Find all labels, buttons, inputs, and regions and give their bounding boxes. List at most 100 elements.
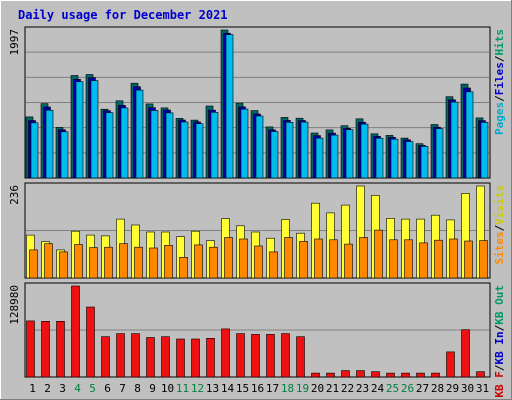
bar-bottom-kb-f-5 [86, 306, 95, 378]
bar-top-pages-10 [165, 112, 174, 179]
bar-bottom-kb-f-7 [116, 333, 125, 378]
bar-top-pages-17 [270, 131, 279, 179]
bar-bottom-kb-f-14 [221, 328, 230, 378]
bar-middle-sites-8 [134, 246, 143, 279]
x-tick-label-18: 18 [281, 382, 294, 395]
bar-middle-sites-6 [104, 246, 113, 279]
legend-item-top-1: / [493, 95, 506, 102]
bar-top-pages-23 [360, 123, 369, 179]
bar-top-pages-31 [480, 122, 489, 179]
bar-top-pages-16 [255, 115, 264, 179]
bar-top-pages-28 [435, 128, 444, 179]
bar-top-pages-9 [150, 110, 159, 179]
legend-item-middle-2: Visits [493, 185, 506, 225]
bar-middle-sites-29 [449, 238, 458, 279]
bar-top-pages-27 [420, 146, 429, 179]
legend-item-middle-0: Sites [493, 231, 506, 264]
bar-middle-sites-22 [344, 243, 353, 279]
bar-top-pages-1 [30, 122, 39, 179]
bar-middle-sites-31 [479, 240, 488, 279]
bar-top-pages-24 [375, 137, 384, 179]
bar-bottom-kb-f-24 [371, 371, 380, 378]
bar-top-pages-22 [345, 129, 354, 179]
x-tick-label-25: 25 [386, 382, 399, 395]
bar-top-pages-30 [465, 91, 474, 179]
bar-middle-sites-23 [359, 237, 368, 279]
bar-middle-sites-9 [149, 247, 158, 279]
bar-middle-sites-10 [164, 245, 173, 279]
bar-top-pages-11 [180, 121, 189, 179]
bar-top-pages-18 [285, 122, 294, 179]
bar-bottom-kb-f-2 [41, 320, 50, 378]
x-tick-label-15: 15 [236, 382, 249, 395]
x-tick-label-28: 28 [431, 382, 444, 395]
x-tick-label-26: 26 [401, 382, 414, 395]
y-max-label-top: 1997 [8, 29, 21, 56]
y-max-label-bottom: 128980 [8, 285, 21, 325]
x-tick-label-4: 4 [74, 382, 81, 395]
bar-bottom-kb-f-30 [461, 329, 470, 378]
x-tick-label-8: 8 [134, 382, 141, 395]
bar-top-pages-12 [195, 123, 204, 179]
x-tick-label-12: 12 [191, 382, 204, 395]
legend-item-top-0: Pages [493, 102, 506, 135]
x-tick-label-11: 11 [176, 382, 189, 395]
x-tick-label-5: 5 [89, 382, 96, 395]
bar-middle-sites-3 [59, 251, 68, 279]
bar-bottom-kb-f-26 [401, 372, 410, 378]
bar-bottom-kb-f-15 [236, 333, 245, 378]
x-tick-label-13: 13 [206, 382, 219, 395]
bar-middle-sites-12 [194, 244, 203, 279]
bar-top-pages-14 [225, 34, 234, 179]
x-tick-label-1: 1 [29, 382, 36, 395]
bar-bottom-kb-f-22 [341, 370, 350, 378]
bar-top-pages-13 [210, 112, 219, 179]
bar-top-pages-3 [60, 131, 69, 179]
x-tick-label-19: 19 [296, 382, 309, 395]
bar-bottom-kb-f-3 [56, 320, 65, 378]
bar-middle-sites-16 [254, 245, 263, 279]
y-max-label-middle: 236 [8, 185, 21, 205]
bar-middle-sites-1 [29, 249, 38, 279]
bar-bottom-kb-f-18 [281, 333, 290, 378]
bar-bottom-kb-f-9 [146, 337, 155, 378]
page-title: Daily usage for December 2021 [18, 8, 228, 22]
bar-middle-sites-28 [434, 239, 443, 279]
bar-bottom-kb-f-19 [296, 336, 305, 378]
bar-top-pages-5 [90, 80, 99, 179]
bar-bottom-kb-f-29 [446, 351, 455, 378]
bar-middle-sites-14 [224, 237, 233, 279]
bar-bottom-kb-f-28 [431, 372, 440, 378]
legend-item-middle-1: / [493, 224, 506, 231]
bar-middle-sites-20 [314, 238, 323, 279]
legend-item-bottom-2: KB In [493, 331, 506, 364]
bar-top-pages-20 [315, 137, 324, 179]
bar-bottom-kb-f-13 [206, 337, 215, 378]
bar-bottom-kb-f-27 [416, 372, 425, 378]
bar-top-pages-21 [330, 134, 339, 179]
x-tick-label-31: 31 [476, 382, 489, 395]
bar-top-pages-29 [450, 101, 459, 179]
x-tick-label-7: 7 [119, 382, 126, 395]
bar-middle-sites-17 [269, 251, 278, 279]
bar-top-pages-4 [75, 81, 84, 179]
legend-item-bottom-3: / [493, 324, 506, 331]
x-tick-label-24: 24 [371, 382, 385, 395]
x-tick-label-17: 17 [266, 382, 279, 395]
bar-top-pages-8 [135, 89, 144, 179]
legend-bottom: KB F/KB In/KB Out [493, 285, 506, 398]
bar-bottom-kb-f-16 [251, 334, 260, 378]
bar-top-pages-7 [120, 107, 129, 179]
bar-bottom-kb-f-31 [476, 371, 485, 378]
x-tick-label-22: 22 [341, 382, 354, 395]
x-tick-label-23: 23 [356, 382, 369, 395]
bar-top-pages-15 [240, 108, 249, 179]
bar-middle-sites-13 [209, 246, 218, 279]
x-tick-label-9: 9 [149, 382, 156, 395]
bar-top-pages-26 [405, 141, 414, 179]
bar-middle-sites-2 [44, 243, 53, 279]
bar-bottom-kb-f-11 [176, 338, 185, 378]
bar-bottom-kb-f-17 [266, 334, 275, 378]
bar-bottom-kb-f-4 [71, 285, 80, 378]
